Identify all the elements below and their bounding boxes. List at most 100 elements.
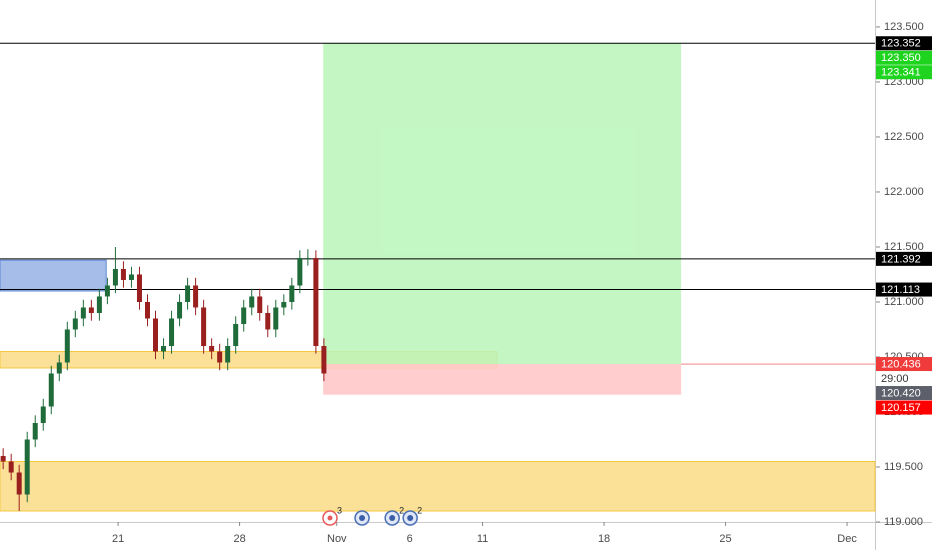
candle-body <box>169 318 175 346</box>
x-tick-label: 21 <box>112 533 124 545</box>
price-label-text: 123.352 <box>881 38 921 50</box>
price-label-text: 120.420 <box>881 387 921 399</box>
candle-body <box>265 312 271 330</box>
countdown: 29:00 <box>876 371 932 386</box>
candle-body <box>217 351 223 363</box>
price-label-box <box>876 50 932 65</box>
x-tick-label: Dec <box>837 533 857 545</box>
event-count: 3 <box>337 505 342 515</box>
x-tick-label: 18 <box>598 533 610 545</box>
candle-body <box>64 329 70 363</box>
price-label-box <box>876 400 932 415</box>
stop-zone <box>323 364 682 395</box>
candle-body <box>136 274 142 302</box>
x-tick-label: Nov <box>327 533 347 545</box>
event-dot <box>327 515 333 521</box>
candle-body <box>120 268 126 280</box>
candle-body <box>313 257 319 346</box>
zone <box>0 460 876 512</box>
candle-body <box>0 455 6 462</box>
price-label-text: 123.350 <box>881 52 921 64</box>
candle-body <box>40 406 46 423</box>
event-count: 2 <box>399 505 404 515</box>
y-tick-label: 119.000 <box>884 516 923 528</box>
price-label-box <box>876 65 932 80</box>
price-label: 120.436 <box>876 357 932 372</box>
candle-body <box>201 307 207 346</box>
candle-body <box>96 296 102 313</box>
x-tick-label: 6 <box>407 533 413 545</box>
price-label: 121.392 <box>876 251 932 266</box>
candle-body <box>161 345 167 352</box>
candle-body <box>16 472 22 495</box>
x-tick-label: 25 <box>719 533 731 545</box>
candle-body <box>112 268 118 286</box>
candle-body <box>233 323 239 346</box>
price-label-box <box>876 386 932 401</box>
candle-body <box>177 301 183 319</box>
price-label-text: 121.392 <box>881 253 921 265</box>
price-label: 123.341 <box>876 65 932 80</box>
candle-body <box>80 307 86 319</box>
price-label-box <box>876 251 932 266</box>
price-label: 123.350 <box>876 50 932 65</box>
x-tick-label: 28 <box>233 533 245 545</box>
event-count: 2 <box>417 505 422 515</box>
event-icon: 2 <box>384 505 404 526</box>
candle-body <box>128 274 134 280</box>
candle-body <box>289 285 295 302</box>
price-label-text: 123.341 <box>881 67 921 79</box>
candle-body <box>32 422 38 440</box>
candle-body <box>321 345 327 374</box>
price-label-text: 120.436 <box>881 358 921 370</box>
zone <box>0 259 107 292</box>
x-tick-label: 11 <box>477 533 488 545</box>
candle-body <box>56 362 62 374</box>
event-icon <box>354 510 370 526</box>
y-tick-label: 119.500 <box>884 461 923 473</box>
y-tick-label: 123.500 <box>884 21 924 33</box>
event-dot <box>407 515 414 521</box>
candle-body <box>144 301 150 319</box>
price-label: 123.352 <box>876 36 932 51</box>
y-tick-label: 121.500 <box>884 241 924 253</box>
event-icon: 3 <box>322 505 342 526</box>
event-dot <box>389 515 396 521</box>
y-tick-label: 121.000 <box>884 296 924 308</box>
price-label-text: 120.157 <box>881 402 921 414</box>
candle-body <box>193 285 199 308</box>
candle-body <box>24 439 30 495</box>
candle-body <box>241 307 247 324</box>
event-icon: 2 <box>402 505 422 526</box>
candle-body <box>153 318 159 352</box>
candle-body <box>257 296 263 313</box>
price-label: 120.420 <box>876 386 932 401</box>
target-zone <box>323 43 682 365</box>
countdown-text: 29:00 <box>881 373 909 385</box>
candle-body <box>48 373 54 407</box>
candle-body <box>185 285 191 302</box>
candle-body <box>249 296 255 308</box>
candle-body <box>72 318 78 330</box>
price-label-text: 121.113 <box>881 284 920 296</box>
candle-body <box>8 461 14 473</box>
candle-body <box>225 345 231 363</box>
candle-body <box>209 345 215 352</box>
y-tick-label: 122.500 <box>884 131 924 143</box>
price-label-box <box>876 357 932 372</box>
candle-body <box>273 307 279 330</box>
candle-body <box>281 301 287 308</box>
event-dot <box>359 515 366 521</box>
candle-body <box>88 307 94 313</box>
price-label-box <box>876 282 932 297</box>
y-tick-label: 122.000 <box>884 186 924 198</box>
countdown-box <box>876 371 932 386</box>
candle-body <box>305 257 311 259</box>
price-label: 120.157 <box>876 400 932 415</box>
price-label: 121.113 <box>876 282 932 297</box>
candle-body <box>297 257 303 286</box>
price-label-box <box>876 36 932 51</box>
candle-body <box>104 285 110 297</box>
